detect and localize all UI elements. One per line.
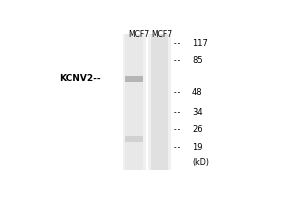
Text: 48: 48 <box>192 88 203 97</box>
Bar <box>146 34 148 170</box>
Text: --: -- <box>172 108 182 117</box>
Text: --: -- <box>172 56 182 65</box>
Text: --: -- <box>172 125 182 134</box>
Text: (kD): (kD) <box>192 158 209 167</box>
Text: 26: 26 <box>192 125 203 134</box>
Text: KCNV2--: KCNV2-- <box>59 74 100 83</box>
Text: --: -- <box>172 39 182 48</box>
Bar <box>151 34 168 170</box>
Text: --: -- <box>172 88 182 97</box>
Bar <box>125 136 143 142</box>
Bar <box>125 76 143 82</box>
Bar <box>123 34 171 170</box>
Text: MCF7: MCF7 <box>151 30 172 39</box>
Text: --: -- <box>172 143 182 152</box>
Text: MCF7: MCF7 <box>128 30 149 39</box>
Text: 34: 34 <box>192 108 203 117</box>
Text: 19: 19 <box>192 143 202 152</box>
Text: 85: 85 <box>192 56 203 65</box>
Bar <box>125 34 143 170</box>
Text: 117: 117 <box>192 39 208 48</box>
